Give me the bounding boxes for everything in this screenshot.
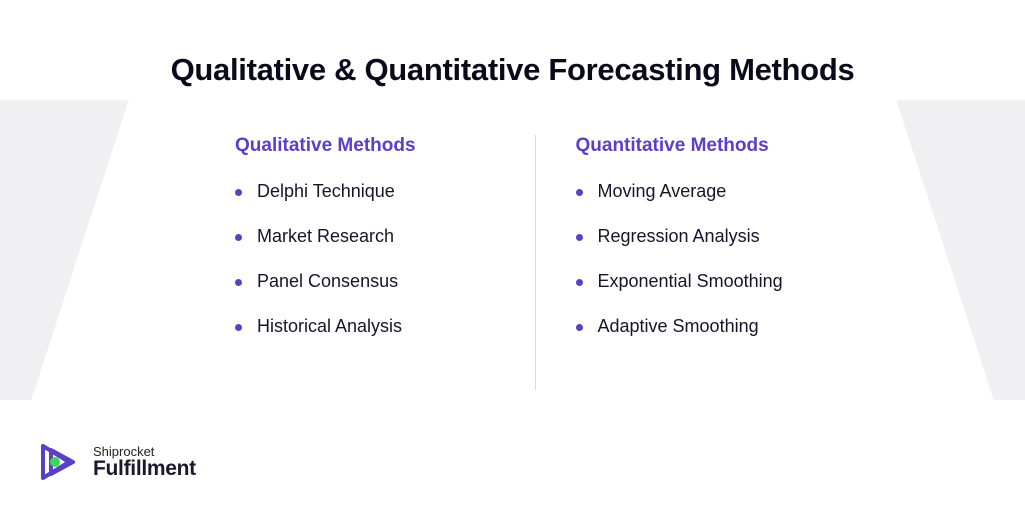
play-icon [35, 438, 83, 486]
list-item: Exponential Smoothing [576, 271, 856, 292]
list-item: Delphi Technique [235, 181, 515, 202]
bg-decoration-right [896, 100, 1025, 400]
list-item: Panel Consensus [235, 271, 515, 292]
quantitative-column: Quantitative Methods Moving Average Regr… [536, 135, 876, 390]
quantitative-heading: Quantitative Methods [576, 135, 856, 157]
qualitative-column: Qualitative Methods Delphi Technique Mar… [195, 135, 536, 390]
brand-logo: Shiprocket Fulfillment [35, 438, 196, 486]
qualitative-heading: Qualitative Methods [235, 135, 515, 157]
methods-columns: Qualitative Methods Delphi Technique Mar… [195, 135, 875, 390]
bg-decoration-left [0, 100, 129, 400]
list-item: Historical Analysis [235, 316, 515, 337]
list-item: Regression Analysis [576, 226, 856, 247]
logo-line2: Fulfillment [93, 458, 196, 479]
qualitative-list: Delphi Technique Market Research Panel C… [235, 181, 515, 337]
page-title: Qualitative & Quantitative Forecasting M… [0, 52, 1025, 88]
quantitative-list: Moving Average Regression Analysis Expon… [576, 181, 856, 337]
list-item: Moving Average [576, 181, 856, 202]
list-item: Market Research [235, 226, 515, 247]
logo-text: Shiprocket Fulfillment [93, 445, 196, 479]
list-item: Adaptive Smoothing [576, 316, 856, 337]
